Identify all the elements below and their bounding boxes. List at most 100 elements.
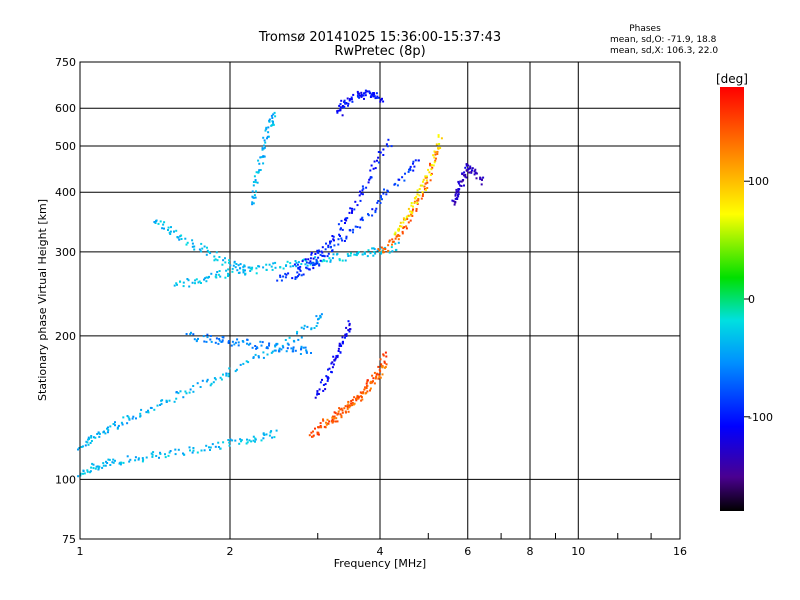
data-point: [242, 265, 245, 268]
data-point: [343, 101, 346, 103]
data-point: [79, 472, 82, 475]
data-point: [158, 456, 160, 459]
data-point: [89, 470, 92, 473]
data-point: [182, 285, 185, 288]
data-point: [248, 439, 251, 442]
data-point: [90, 440, 93, 442]
data-point: [205, 276, 208, 279]
data-point: [274, 266, 277, 269]
data-point: [371, 381, 374, 384]
data-point: [321, 378, 323, 381]
data-point: [237, 264, 240, 267]
data-point: [331, 250, 334, 252]
data-point: [192, 390, 195, 393]
data-point: [359, 94, 361, 97]
data-point: [374, 167, 377, 170]
data-point: [379, 151, 382, 154]
data-point: [453, 203, 456, 206]
data-point: [296, 263, 299, 266]
data-point: [373, 251, 376, 253]
data-point: [271, 124, 273, 127]
data-point: [326, 379, 329, 382]
data-point: [293, 340, 296, 343]
data-point: [208, 275, 210, 278]
data-point: [323, 259, 326, 262]
data-point: [331, 366, 334, 369]
data-point: [295, 261, 298, 264]
data-point: [304, 263, 307, 266]
data-point: [200, 242, 203, 245]
data-point: [387, 244, 390, 247]
data-point: [296, 330, 299, 333]
data-point: [459, 180, 462, 183]
data-point: [227, 341, 230, 344]
data-point: [351, 404, 354, 407]
data-point: [378, 376, 381, 379]
data-point: [360, 95, 363, 98]
data-point: [355, 399, 358, 402]
data-point: [90, 436, 93, 439]
data-point: [251, 201, 254, 204]
data-point: [432, 154, 435, 157]
colorbar-ticks: 100 0 -100: [744, 175, 773, 424]
data-point: [105, 460, 107, 463]
data-point: [243, 264, 246, 267]
data-point: [379, 100, 382, 103]
data-point: [200, 449, 203, 452]
data-point: [319, 253, 322, 256]
data-point: [402, 221, 405, 224]
data-point: [292, 348, 295, 351]
data-point: [333, 239, 335, 242]
data-point: [316, 393, 319, 396]
data-point: [412, 205, 414, 208]
data-point: [230, 344, 233, 347]
data-point: [463, 171, 466, 174]
data-point: [167, 226, 170, 229]
data-point: [336, 354, 339, 357]
data-point: [91, 462, 94, 465]
data-point: [269, 431, 272, 434]
data-point: [191, 451, 194, 454]
data-point: [436, 150, 439, 153]
data-point: [216, 259, 219, 262]
data-point: [334, 357, 337, 360]
data-point: [213, 259, 216, 262]
data-point: [331, 257, 334, 260]
data-point: [331, 361, 334, 364]
data-point: [280, 279, 283, 282]
data-point: [359, 199, 362, 202]
data-point: [192, 385, 195, 387]
data-point: [314, 396, 317, 399]
data-point: [305, 351, 308, 354]
data-point: [369, 177, 372, 180]
data-point: [393, 183, 396, 186]
data-point: [338, 258, 341, 261]
data-point: [360, 192, 363, 195]
data-point: [425, 179, 428, 182]
data-point: [295, 276, 298, 279]
data-point: [469, 165, 472, 168]
data-point: [356, 394, 359, 397]
data-point: [315, 325, 318, 327]
data-point: [270, 351, 273, 354]
y-tick-label: 750: [55, 56, 76, 69]
data-point: [195, 339, 198, 342]
data-point: [350, 252, 352, 255]
data-point: [479, 176, 482, 179]
data-point: [262, 162, 265, 165]
data-point: [394, 249, 397, 252]
data-point: [153, 408, 156, 411]
data-point: [305, 261, 308, 264]
data-point: [326, 255, 329, 258]
data-point: [109, 425, 112, 428]
data-point: [326, 376, 329, 379]
data-point: [155, 455, 158, 457]
data-point: [272, 262, 275, 265]
data-point: [210, 272, 213, 275]
data-point: [266, 353, 269, 356]
data-point: [345, 326, 348, 329]
data-point: [360, 399, 363, 402]
data-point: [294, 349, 297, 352]
data-point: [377, 96, 380, 99]
data-point: [262, 147, 265, 150]
